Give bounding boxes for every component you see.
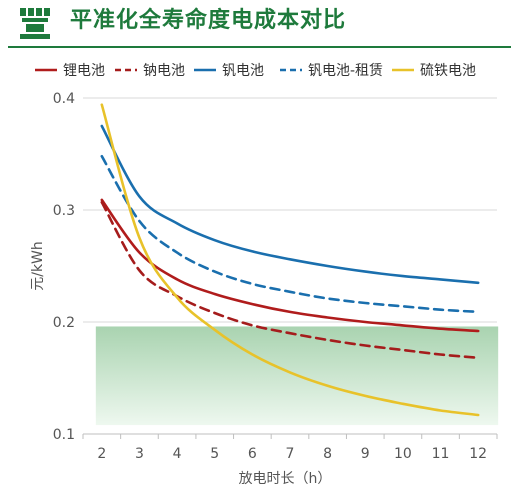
y-tick-label: 0.4: [53, 91, 75, 107]
y-axis-label: 元/kWh: [30, 241, 46, 291]
y-tick-label: 0.1: [53, 427, 75, 443]
x-tick-label: 10: [394, 446, 412, 462]
x-tick-label: 6: [248, 446, 257, 462]
page-title: 平准化全寿命度电成本对比: [70, 8, 347, 33]
x-tick-label: 12: [469, 446, 487, 462]
legend-label-4: 钒电池-租赁: [308, 63, 383, 79]
series-line-5: [100, 103, 480, 417]
x-tick-label: 8: [323, 446, 332, 462]
cost-comparison-chart: 0.1 0.2 0.3 0.4 2 3 4 5 6 7 8 9 10 11 12 锂电池 钠电池 钒电池 钒电池-…: [30, 63, 499, 487]
x-tick-label: 11: [432, 446, 450, 462]
series-line-3: [100, 124, 480, 285]
company-logo: [18, 6, 52, 42]
legend-label-2: 钠电池: [143, 63, 185, 79]
legend-label-5: 硫铁电池: [420, 63, 476, 79]
x-tick-label: 7: [286, 446, 295, 462]
header: 平准化全寿命度电成本对比: [0, 0, 511, 50]
y-tick-label: 0.2: [53, 315, 75, 331]
x-tick-label: 4: [173, 446, 182, 462]
series-line-2: [100, 200, 480, 360]
x-axis-label: 放电时长（h）: [239, 471, 332, 487]
x-tick-label: 5: [210, 446, 219, 462]
legend-label-3: 钒电池: [222, 63, 264, 79]
y-tick-label: 0.3: [53, 203, 75, 219]
legend-label-1: 锂电池: [63, 63, 105, 79]
series-line-1: [100, 198, 480, 333]
series-line-4: [100, 154, 480, 314]
header-divider: [8, 46, 511, 48]
x-tick-label: 2: [97, 446, 106, 462]
x-tick-label: 3: [135, 446, 144, 462]
x-tick-label: 9: [361, 446, 370, 462]
